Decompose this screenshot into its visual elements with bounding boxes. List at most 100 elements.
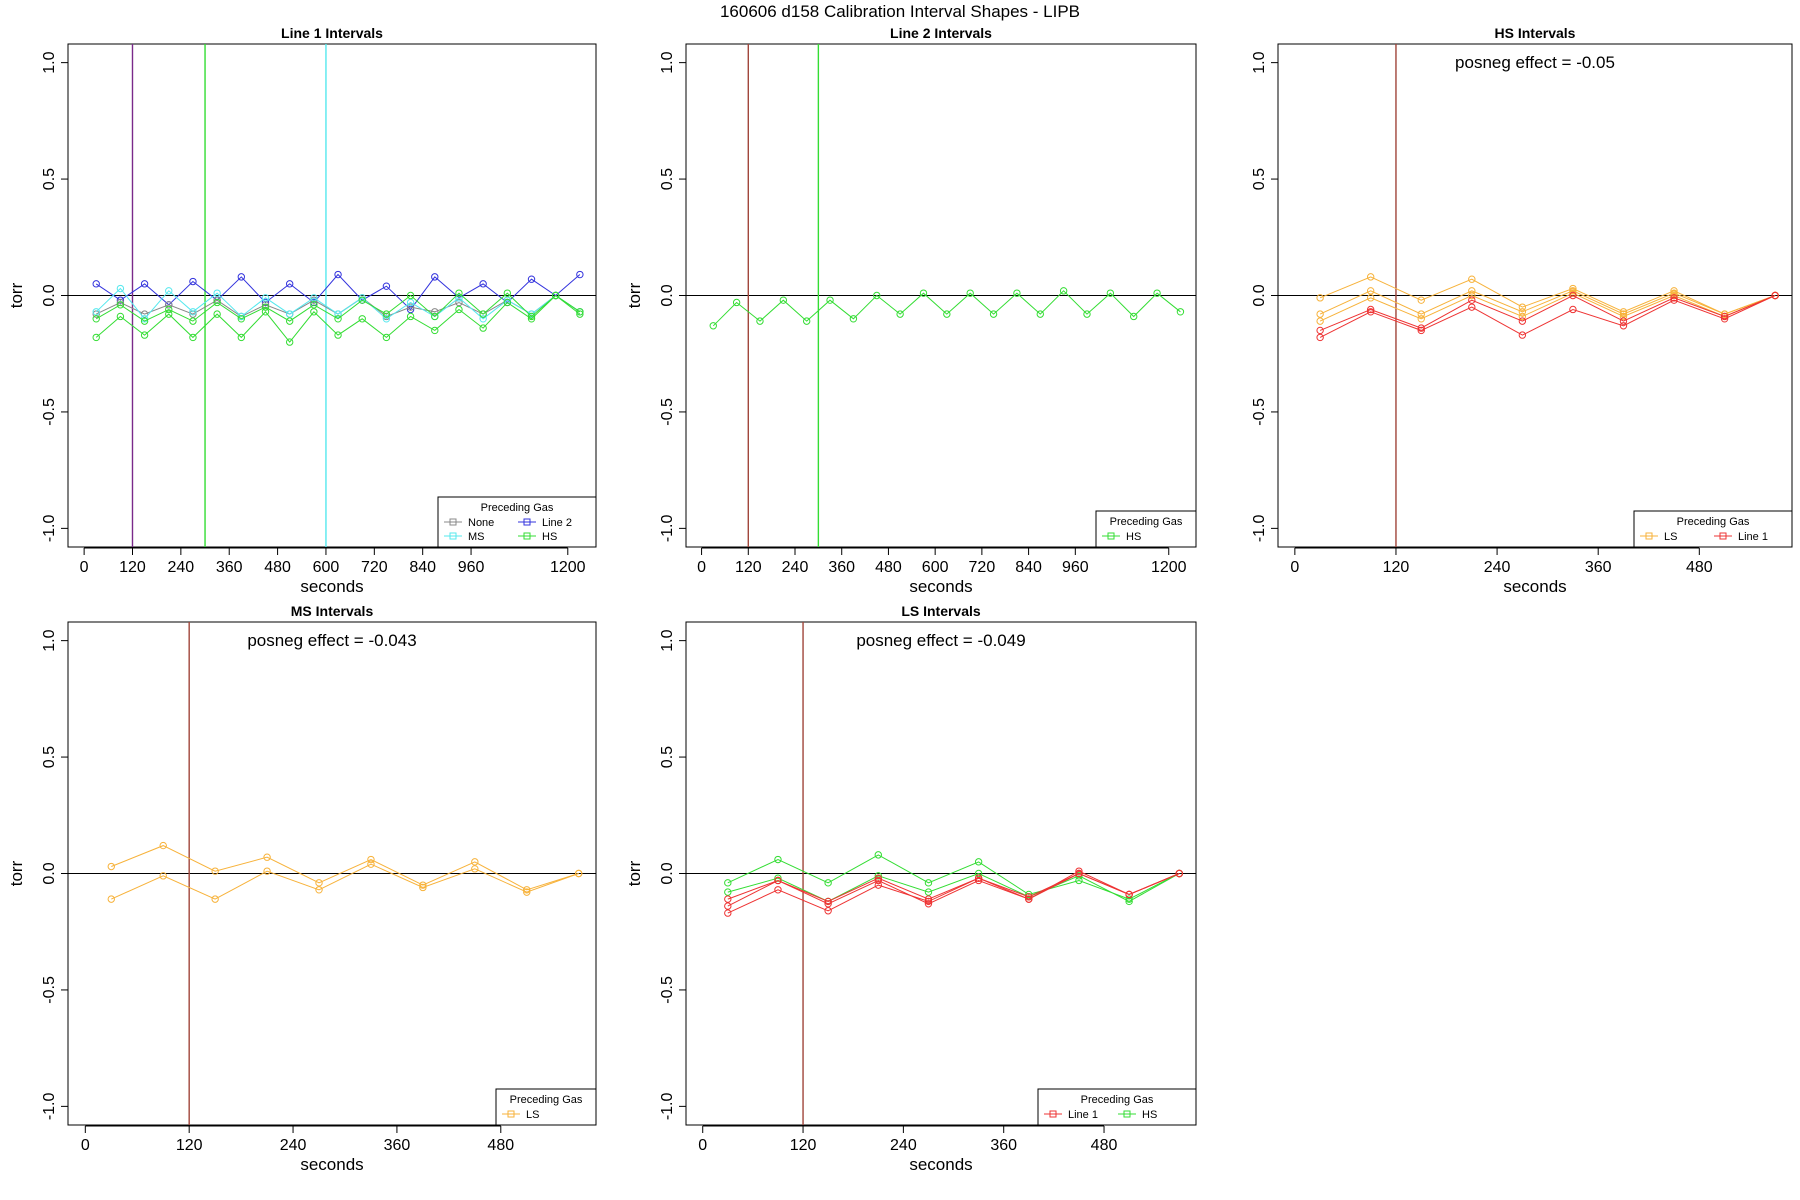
- data-point: [165, 301, 173, 309]
- data-point: [1106, 289, 1115, 297]
- legend-title: Preceding Gas: [481, 502, 554, 514]
- y-tick-label: 0.0: [41, 284, 58, 306]
- x-tick-label: 480: [875, 559, 902, 576]
- series-line: [727, 870, 1180, 907]
- data-point: [1518, 317, 1527, 325]
- data-point: [159, 872, 167, 880]
- data-point: [523, 888, 531, 896]
- data-point: [1083, 310, 1091, 318]
- data-point: [1316, 326, 1324, 335]
- data-point: [1075, 869, 1083, 878]
- data-point: [1468, 296, 1476, 304]
- data-point: [310, 308, 318, 316]
- legend-swatch-marker: [523, 518, 531, 526]
- data-point: [140, 317, 149, 325]
- series-line: [111, 845, 579, 891]
- data-point: [724, 879, 732, 887]
- data-point: [1075, 872, 1083, 880]
- data-point: [1059, 287, 1068, 295]
- data-point: [358, 294, 366, 302]
- y-tick-label: -0.5: [1251, 398, 1268, 426]
- data-point: [406, 312, 415, 321]
- data-point: [1468, 303, 1476, 311]
- x-tick-label: 0: [698, 1137, 707, 1154]
- data-point: [774, 874, 782, 882]
- x-tick-label: 1200: [550, 559, 586, 576]
- data-point: [1569, 289, 1577, 297]
- data-point: [315, 879, 323, 887]
- data-point: [431, 273, 439, 281]
- data-point: [211, 895, 219, 903]
- data-point: [574, 869, 583, 878]
- y-tick-label: 0.5: [41, 746, 58, 768]
- legend-entry-label: MS: [468, 531, 485, 543]
- legend: Preceding Gas LS: [495, 1088, 597, 1126]
- data-point: [406, 305, 415, 314]
- data-point: [213, 289, 221, 297]
- data-point: [479, 310, 487, 318]
- data-point: [1417, 324, 1425, 332]
- data-point: [824, 897, 832, 906]
- data-point: [824, 900, 832, 908]
- data-point: [1569, 305, 1577, 314]
- data-point: [189, 277, 197, 286]
- data-point: [419, 883, 427, 892]
- data-point: [896, 310, 904, 318]
- data-point: [285, 280, 294, 288]
- x-tick-label: 0: [81, 1137, 90, 1154]
- x-tick-label: 0: [1290, 559, 1299, 576]
- legend-entry-label: HS: [1142, 1109, 1157, 1121]
- posneg-annotation: posneg effect = -0.05: [1455, 53, 1615, 72]
- data-point: [924, 900, 933, 908]
- data-point: [406, 298, 415, 307]
- data-point: [551, 291, 560, 300]
- x-tick-label: 840: [1015, 559, 1042, 576]
- data-point: [261, 308, 270, 316]
- data-point: [237, 315, 246, 323]
- data-point: [261, 303, 270, 311]
- data-point: [1417, 315, 1425, 323]
- data-point: [92, 310, 100, 318]
- data-point: [1720, 312, 1729, 321]
- data-point: [943, 310, 951, 318]
- y-tick-label: 1.0: [41, 51, 58, 73]
- y-tick-label: 1.0: [1251, 51, 1268, 73]
- series-line: [727, 854, 1180, 900]
- data-point: [503, 289, 512, 297]
- data-point: [873, 291, 881, 300]
- x-tick-label: 960: [458, 559, 485, 576]
- data-point: [824, 907, 832, 915]
- data-point: [189, 317, 197, 325]
- y-tick-label: -0.5: [41, 398, 58, 426]
- x-axis-label: seconds: [909, 1155, 972, 1174]
- data-point: [874, 872, 882, 880]
- data-point: [924, 888, 933, 896]
- data-point: [974, 876, 983, 885]
- data-point: [116, 312, 125, 321]
- data-point: [1619, 310, 1628, 318]
- x-tick-label: 120: [119, 559, 146, 576]
- data-point: [709, 322, 717, 330]
- x-tick-label: 120: [790, 1137, 817, 1154]
- data-point: [802, 317, 811, 325]
- chart-panel-4: MS Intervals 0 120 240 360 480 seconds -1.0 -0.5…: [7, 603, 597, 1174]
- y-tick-label: -1.0: [659, 514, 676, 542]
- legend-box: [1095, 510, 1197, 548]
- data-point: [1075, 867, 1083, 875]
- x-tick-label: 360: [216, 559, 243, 576]
- data-point: [724, 888, 732, 896]
- data-point: [431, 308, 439, 316]
- series-line: [111, 863, 579, 900]
- x-tick-label: 480: [264, 559, 291, 576]
- data-point: [576, 270, 584, 279]
- data-point: [732, 298, 741, 307]
- legend-box: [1037, 1088, 1197, 1126]
- panel-title: MS Intervals: [291, 603, 374, 619]
- data-point: [1518, 308, 1527, 316]
- data-point: [213, 310, 221, 318]
- panel-title: Line 2 Intervals: [890, 25, 992, 41]
- data-point: [159, 841, 167, 850]
- legend-swatch-marker: [523, 532, 531, 540]
- data-point: [1125, 897, 1133, 906]
- data-point: [1153, 289, 1161, 297]
